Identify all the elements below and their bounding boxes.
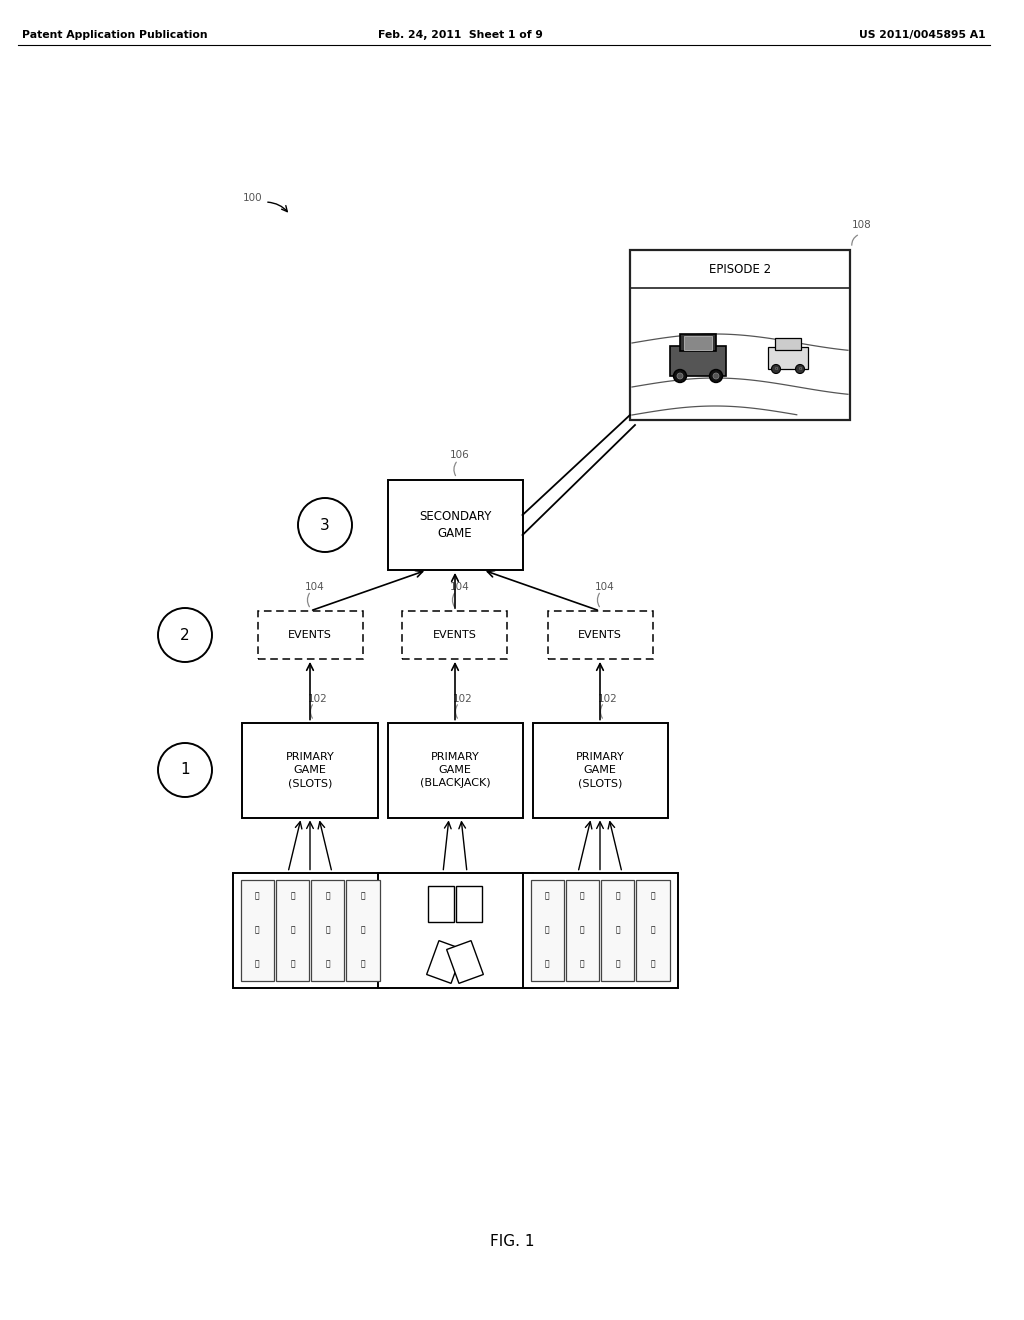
- Bar: [630, 249, 850, 420]
- Bar: [310, 879, 344, 981]
- Bar: [428, 886, 454, 921]
- Text: FIG. 1: FIG. 1: [489, 1234, 535, 1250]
- Bar: [275, 879, 309, 981]
- Text: 2: 2: [180, 627, 189, 643]
- Text: 🐚: 🐚: [290, 925, 295, 935]
- Text: 🌸: 🌸: [326, 960, 330, 968]
- Bar: [427, 941, 464, 983]
- Text: PRIMARY
GAME
(BLACKJACK): PRIMARY GAME (BLACKJACK): [420, 752, 490, 788]
- Text: 🌸: 🌸: [615, 960, 620, 968]
- Bar: [530, 879, 564, 981]
- Text: 102: 102: [598, 693, 617, 704]
- Text: SECONDARY
GAME: SECONDARY GAME: [419, 510, 492, 540]
- Text: 100: 100: [243, 193, 262, 203]
- Circle shape: [796, 364, 805, 374]
- Circle shape: [674, 370, 686, 383]
- Bar: [532, 722, 668, 817]
- Text: Patent Application Publication: Patent Application Publication: [22, 30, 208, 40]
- Circle shape: [158, 743, 212, 797]
- Bar: [548, 611, 652, 659]
- Text: 🌺: 🌺: [290, 892, 295, 900]
- Bar: [565, 879, 599, 981]
- Text: 🍀: 🍀: [326, 892, 330, 900]
- Text: 🦋: 🦋: [255, 925, 260, 935]
- Text: 🦋: 🦋: [545, 925, 550, 935]
- Bar: [257, 611, 362, 659]
- Text: 🌿: 🌿: [290, 960, 295, 968]
- Circle shape: [771, 364, 780, 374]
- Circle shape: [158, 609, 212, 663]
- Bar: [680, 334, 716, 351]
- Bar: [446, 941, 483, 983]
- Text: 🌿: 🌿: [650, 960, 655, 968]
- Text: 🐚: 🐚: [650, 925, 655, 935]
- Bar: [243, 722, 378, 817]
- Text: EVENTS: EVENTS: [579, 630, 622, 640]
- Text: 🌿: 🌿: [581, 960, 585, 968]
- Text: o: o: [774, 367, 777, 371]
- Circle shape: [677, 374, 683, 379]
- Text: 🍀: 🍀: [545, 892, 550, 900]
- Text: Feb. 24, 2011  Sheet 1 of 9: Feb. 24, 2011 Sheet 1 of 9: [378, 30, 543, 40]
- Circle shape: [298, 498, 352, 552]
- Bar: [456, 886, 482, 921]
- Text: 102: 102: [453, 693, 473, 704]
- Text: 🍀: 🍀: [255, 892, 260, 900]
- Text: 102: 102: [308, 693, 328, 704]
- Text: 106: 106: [450, 450, 470, 459]
- Text: 🌸: 🌸: [545, 960, 550, 968]
- Text: 104: 104: [595, 582, 614, 591]
- Text: EVENTS: EVENTS: [288, 630, 332, 640]
- Text: PRIMARY
GAME
(SLOTS): PRIMARY GAME (SLOTS): [575, 752, 625, 788]
- Text: 104: 104: [450, 582, 470, 591]
- Text: o: o: [799, 367, 802, 371]
- Circle shape: [710, 370, 723, 383]
- Bar: [636, 879, 670, 981]
- Bar: [775, 338, 801, 350]
- Bar: [684, 337, 712, 350]
- Bar: [768, 347, 808, 370]
- Text: 1: 1: [180, 763, 189, 777]
- Text: US 2011/0045895 A1: US 2011/0045895 A1: [859, 30, 986, 40]
- Text: 🦋: 🦋: [326, 925, 330, 935]
- Text: 🦋: 🦋: [615, 925, 620, 935]
- Text: 🌿: 🌿: [360, 960, 365, 968]
- Text: 🌺: 🌺: [581, 892, 585, 900]
- Bar: [387, 480, 522, 570]
- Text: 🌺: 🌺: [650, 892, 655, 900]
- Text: 3: 3: [321, 517, 330, 532]
- Text: 🐚: 🐚: [581, 925, 585, 935]
- Text: 🌺: 🌺: [360, 892, 365, 900]
- Text: 🐚: 🐚: [360, 925, 365, 935]
- Bar: [346, 879, 380, 981]
- Bar: [387, 722, 522, 817]
- Bar: [601, 879, 635, 981]
- Text: 🍀: 🍀: [615, 892, 620, 900]
- Text: 104: 104: [305, 582, 325, 591]
- Circle shape: [713, 374, 719, 379]
- Bar: [402, 611, 508, 659]
- Bar: [378, 873, 532, 987]
- Text: EVENTS: EVENTS: [433, 630, 477, 640]
- Bar: [522, 873, 678, 987]
- Text: EPISODE 2: EPISODE 2: [709, 263, 771, 276]
- Bar: [232, 873, 387, 987]
- Text: PRIMARY
GAME
(SLOTS): PRIMARY GAME (SLOTS): [286, 752, 335, 788]
- Bar: [670, 346, 726, 376]
- Bar: [241, 879, 274, 981]
- Text: 🌸: 🌸: [255, 960, 260, 968]
- Text: 108: 108: [852, 220, 871, 230]
